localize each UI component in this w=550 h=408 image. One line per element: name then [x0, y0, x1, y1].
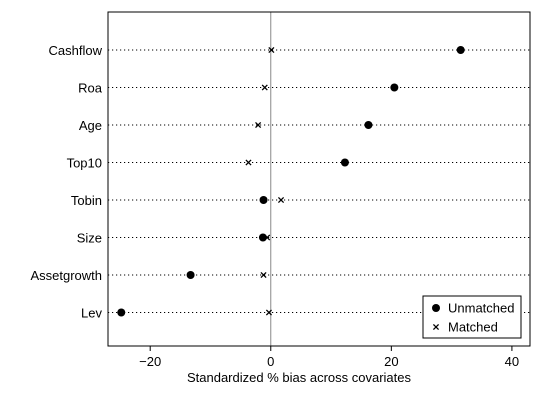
y-label-assetgrowth: Assetgrowth	[30, 268, 102, 283]
plot-frame	[107, 11, 531, 347]
x-tick-label: 40	[505, 354, 519, 369]
unmatched-point-size	[258, 233, 267, 242]
x-tick-label: −20	[139, 354, 161, 369]
x-stroke	[432, 323, 440, 331]
legend-label-matched: Matched	[448, 320, 498, 335]
y-label-roa: Roa	[78, 81, 103, 96]
x-ticks: −20 0 20 40	[139, 346, 519, 369]
matched-point-top10	[245, 159, 252, 166]
matched-point-cashflow	[268, 46, 275, 54]
matched-point-roa	[261, 84, 268, 91]
x-stroke	[255, 121, 262, 129]
legend: Unmatched Matched	[422, 295, 522, 339]
data-markers	[117, 46, 465, 317]
unmatched-point-roa	[390, 83, 399, 92]
legend-box	[422, 295, 522, 339]
matched-point-lev	[265, 309, 273, 316]
unmatched-point-tobin	[259, 196, 268, 204]
x-stroke	[277, 196, 285, 204]
matched-point-size	[264, 234, 271, 241]
legend-marker-matched	[432, 323, 440, 331]
x-stroke	[260, 271, 267, 279]
unmatched-point-lev	[117, 308, 126, 317]
category-grid-lines	[108, 49, 530, 313]
unmatched-point-assetgrowth	[186, 271, 195, 279]
x-tick-label: 20	[384, 354, 398, 369]
y-label-tobin: Tobin	[71, 193, 102, 208]
y-label-lev: Lev	[81, 306, 102, 321]
x-stroke	[245, 159, 252, 166]
x-stroke	[261, 84, 268, 91]
unmatched-point-cashflow	[456, 46, 465, 54]
y-label-cashflow: Cashflow	[49, 43, 103, 58]
x-stroke	[264, 234, 271, 241]
x-stroke	[268, 46, 275, 54]
y-label-top10: Top10	[67, 156, 102, 171]
x-axis-label: Standardized % bias across covariates	[187, 370, 412, 385]
unmatched-point-age	[364, 121, 373, 129]
legend-label-unmatched: Unmatched	[448, 301, 514, 316]
unmatched-point-top10	[340, 158, 349, 167]
matched-point-tobin	[277, 196, 285, 204]
legend-marker-unmatched	[432, 304, 440, 312]
y-label-size: Size	[77, 231, 102, 246]
matched-point-age	[255, 121, 262, 129]
x-tick-label: 0	[267, 354, 274, 369]
matched-point-assetgrowth	[260, 271, 267, 279]
y-label-age: Age	[79, 118, 102, 133]
x-stroke	[265, 309, 273, 316]
y-tick-labels: Cashflow Roa Age Top10 Tobin Size Assetgrowth L…	[30, 43, 102, 321]
